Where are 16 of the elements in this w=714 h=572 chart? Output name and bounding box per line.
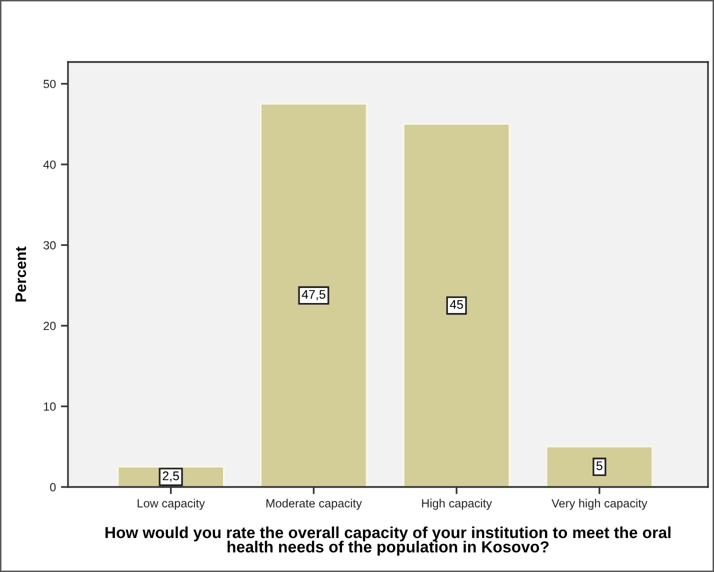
y-tick-label: 20	[44, 322, 56, 330]
data-label: 45	[450, 300, 463, 309]
data-label: 5	[596, 461, 602, 470]
x-tick-label: Low capacity	[138, 498, 205, 510]
data-label: 47,5	[302, 290, 326, 300]
x-tick-label: Very high capacity	[552, 498, 648, 510]
x-tick-label: Moderate capacity	[266, 498, 362, 510]
data-label: 2,5	[162, 471, 179, 482]
y-tick-label: 40	[43, 160, 56, 169]
y-tick-label: 30	[43, 241, 56, 250]
y-tick-label: 50	[44, 80, 56, 88]
y-axis-title: Percent	[15, 246, 26, 302]
y-tick-label: 10	[44, 402, 56, 411]
y-tick-label: 0	[50, 483, 56, 492]
x-tick-label: High capacity	[422, 498, 492, 510]
x-axis-title: How would you rate the overall capacity of your institution to meet the oral health needs of the population in Kosovo?	[106, 526, 670, 556]
